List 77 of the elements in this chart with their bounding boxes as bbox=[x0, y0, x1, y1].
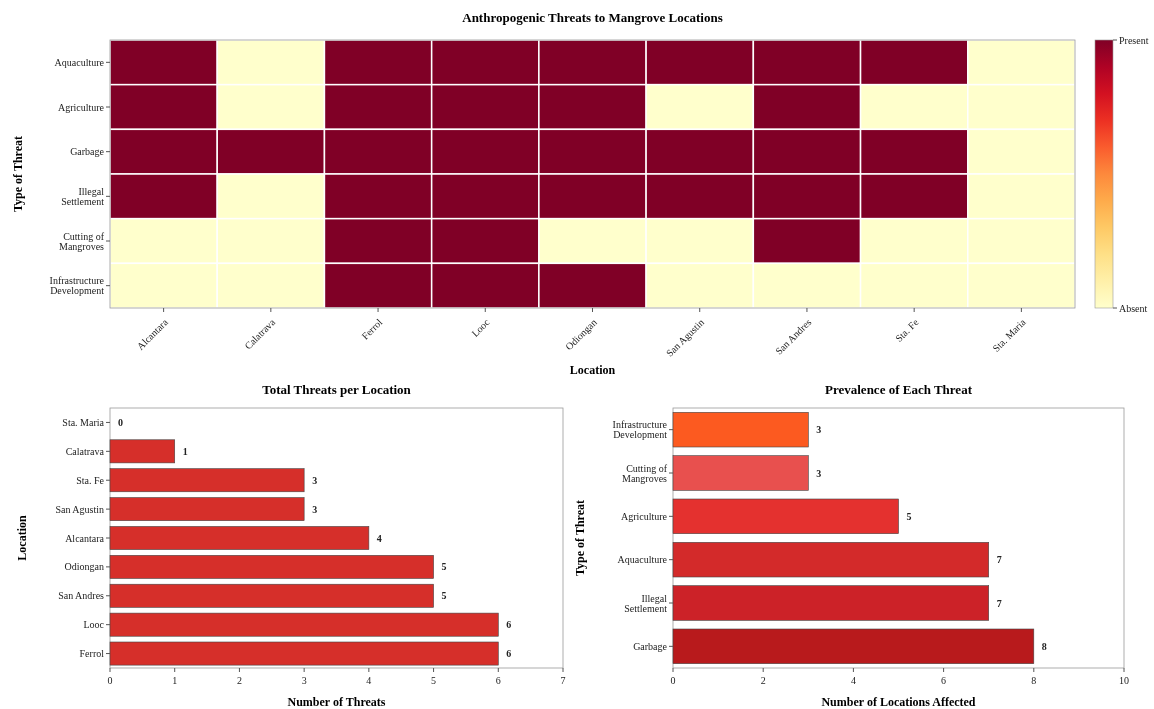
x-tick-label: 6 bbox=[941, 675, 947, 686]
data-label: 5 bbox=[906, 510, 912, 522]
bar bbox=[109, 583, 434, 608]
x-tick-label: 7 bbox=[560, 675, 566, 686]
x-tick-label: 5 bbox=[431, 675, 437, 686]
bar bbox=[109, 468, 305, 493]
data-label: 1 bbox=[182, 445, 188, 457]
y-tick-label: Aquaculture bbox=[617, 554, 668, 566]
x-tick-label: 6 bbox=[495, 675, 501, 686]
bar bbox=[109, 497, 305, 521]
bar bbox=[672, 412, 809, 448]
x-axis-title: Number of Threats bbox=[287, 695, 386, 709]
bar bbox=[672, 542, 989, 578]
x-tick-label: 8 bbox=[1031, 675, 1037, 686]
y-tick-label: San Agustin bbox=[55, 503, 104, 515]
y-axis-title: Type of Threat bbox=[573, 499, 587, 577]
bar bbox=[672, 498, 899, 534]
y-tick-label: Garbage bbox=[70, 146, 105, 158]
y-axis-title: Location bbox=[15, 515, 29, 561]
color-bar-label: Absent bbox=[1119, 302, 1148, 314]
bar bbox=[672, 585, 989, 621]
data-label: 5 bbox=[441, 590, 447, 602]
y-tick-label: Sta. Fe bbox=[76, 474, 105, 486]
y-axis-title: Type of Threat bbox=[11, 135, 25, 213]
x-axis-title: Number of Locations Affected bbox=[821, 695, 976, 709]
y-tick-label: Illegal Settlement bbox=[61, 185, 105, 207]
color-bar-label: Present bbox=[1119, 34, 1149, 46]
x-tick-label: Looc bbox=[469, 316, 493, 339]
data-label: 3 bbox=[312, 474, 318, 486]
y-tick-label: Cutting of Mangroves bbox=[622, 462, 668, 484]
y-tick-label: Cutting of Mangroves bbox=[59, 230, 105, 252]
y-tick-label: Ferrol bbox=[79, 648, 105, 660]
data-label: 0 bbox=[118, 416, 123, 428]
y-tick-label: Illegal Settlement bbox=[624, 592, 668, 614]
data-label: 7 bbox=[996, 554, 1002, 566]
x-tick-label: 1 bbox=[172, 675, 178, 686]
y-tick-label: Agriculture bbox=[620, 510, 668, 522]
x-tick-label: 3 bbox=[301, 675, 307, 686]
y-tick-label: Aquaculture bbox=[54, 56, 105, 68]
data-label: 3 bbox=[816, 467, 822, 479]
x-tick-label: 0 bbox=[107, 675, 113, 686]
y-tick-label: Infrastructure Development bbox=[49, 275, 105, 297]
data-label: 6 bbox=[506, 648, 512, 660]
x-axis-title: Location bbox=[569, 363, 616, 377]
bar bbox=[109, 641, 499, 666]
data-label: 4 bbox=[376, 532, 382, 544]
y-tick-label: Odiongan bbox=[64, 561, 104, 573]
data-label: 3 bbox=[816, 424, 822, 436]
bar bbox=[109, 439, 176, 464]
bar bbox=[109, 526, 370, 550]
data-label: 5 bbox=[441, 561, 447, 573]
y-tick-label: Calatrava bbox=[65, 445, 105, 457]
data-label: 6 bbox=[506, 619, 512, 631]
y-tick-label: Infrastructure Development bbox=[612, 419, 668, 441]
chart-title: Prevalence of Each Threat bbox=[825, 382, 973, 397]
bar bbox=[672, 455, 809, 491]
chart-title: Anthropogenic Threats to Mangrove Locations bbox=[462, 10, 723, 25]
x-tick-label: 0 bbox=[670, 675, 676, 686]
y-tick-label: Garbage bbox=[633, 640, 668, 652]
y-tick-label: Sta. Maria bbox=[62, 416, 105, 428]
data-label: 7 bbox=[996, 597, 1002, 609]
y-tick-label: Looc bbox=[83, 619, 105, 631]
y-tick-label: Agriculture bbox=[57, 101, 105, 113]
bar bbox=[672, 628, 1035, 664]
x-tick-label: 4 bbox=[366, 675, 372, 686]
bar bbox=[109, 612, 499, 637]
chart-title: Total Threats per Location bbox=[262, 382, 412, 397]
bar bbox=[109, 555, 434, 579]
y-tick-label: Alcantara bbox=[65, 532, 105, 544]
x-tick-label: 2 bbox=[236, 675, 242, 686]
x-tick-label: Sta. Fe bbox=[893, 316, 921, 345]
data-label: 8 bbox=[1041, 640, 1047, 652]
x-tick-label: 10 bbox=[1119, 675, 1129, 686]
x-tick-label: 4 bbox=[850, 675, 856, 686]
x-tick-label: 2 bbox=[760, 675, 766, 686]
y-tick-label: San Andres bbox=[58, 590, 105, 602]
data-label: 3 bbox=[312, 503, 318, 515]
